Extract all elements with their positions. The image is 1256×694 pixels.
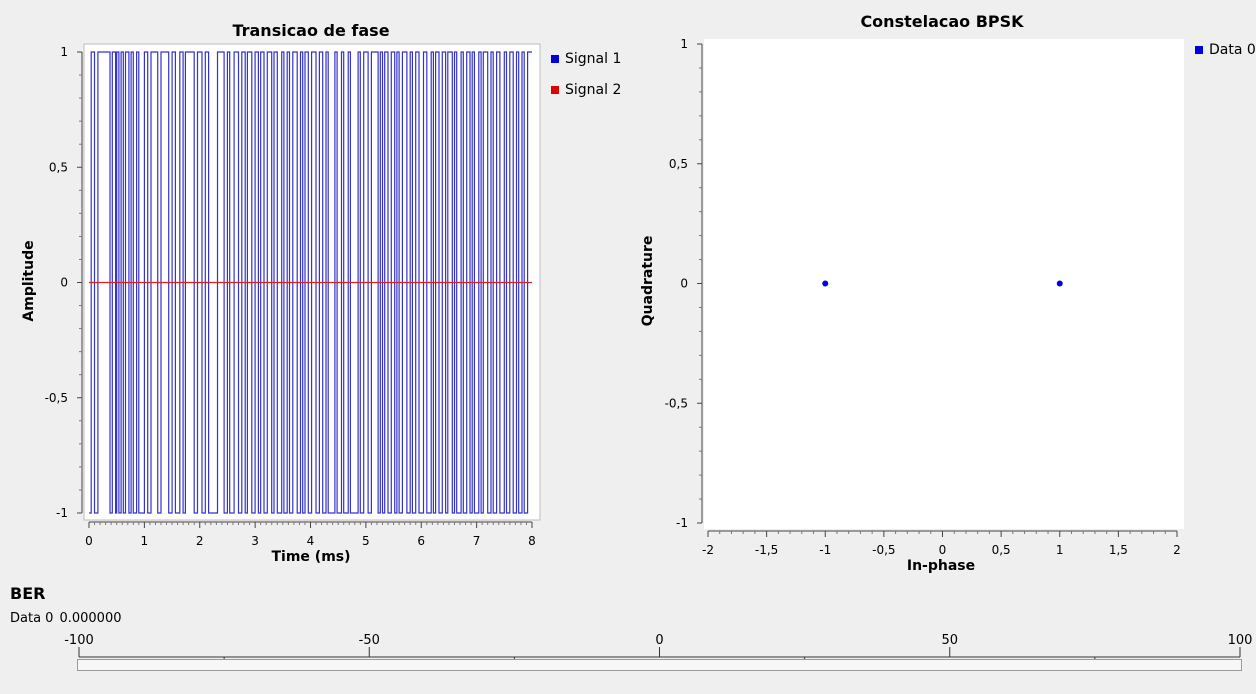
x-tick-label: 0 [939, 543, 947, 557]
x-tick-label: 2 [1173, 543, 1181, 557]
legend-label-signal-1: Signal 1 [565, 51, 622, 67]
time-plot-xlabel: Time (ms) [271, 549, 351, 565]
time-plot-title: Transicao de fase [232, 21, 390, 40]
ber-value: 0.000000 [59, 611, 122, 626]
y-tick-label: 0 [680, 277, 688, 291]
legend-signal-2[interactable]: Signal 2 [551, 82, 621, 98]
y-tick-label: -0,5 [665, 396, 688, 410]
x-tick-label: -0,5 [872, 543, 895, 557]
y-tick-label: 1 [680, 37, 688, 51]
legend-data-0[interactable]: Data 0 [1195, 42, 1256, 58]
y-tick-label: -1 [676, 516, 688, 530]
x-tick-label: 0 [85, 534, 93, 548]
y-tick-label: 0 [60, 276, 68, 290]
legend-swatch-data-0 [1195, 46, 1203, 54]
x-tick-label: 4 [307, 534, 315, 548]
x-tick-label: 8 [528, 534, 536, 548]
ber-series-label: Data 0 [10, 611, 54, 626]
x-tick-label: 1 [1056, 543, 1064, 557]
ber-readout: Data 0 0.000000 [10, 611, 127, 626]
y-tick-label: 1 [60, 45, 68, 59]
x-tick-label: 6 [417, 534, 425, 548]
constellation-xlabel: In-phase [906, 558, 976, 574]
ber-scale: -100 -50 0 50 100 [64, 633, 1253, 662]
x-tick-label: -1,5 [755, 543, 778, 557]
legend-swatch-signal-1 [551, 55, 559, 63]
time-plot-ylabel: Amplitude [21, 240, 37, 322]
constellation-point [1056, 280, 1063, 287]
x-tick-label: 2 [196, 534, 204, 548]
constellation-ylabel: Quadrature [640, 235, 656, 327]
constellation-title: Constelacao BPSK [860, 12, 1024, 31]
y-tick-label: 0,5 [669, 157, 688, 171]
time-plot-panel: Transicao de fase 1 0,5 0 -0,5 -1 0 1 2 3 4 5 6 7 8 T… [0, 0, 640, 580]
x-tick-label: 1 [141, 534, 149, 548]
constellation-point [822, 280, 829, 287]
time-plot-svg: 1 0,5 0 -0,5 -1 0 1 2 3 4 5 6 7 8 [45, 43, 541, 548]
x-tick-label: -1 [819, 543, 831, 557]
ber-bar [77, 659, 1242, 671]
legend-label-data-0: Data 0 [1209, 42, 1256, 58]
legend-label-signal-2: Signal 2 [565, 82, 622, 98]
ber-tick-label: 50 [941, 633, 958, 648]
ber-tick-label: -100 [64, 633, 94, 648]
y-tick-label: 0,5 [49, 160, 68, 174]
ber-title: BER [10, 584, 46, 603]
constellation-svg: 1 0,5 0 -0,5 -1 -2 -1,5 -1 -0,5 0 0,5 1 1,5 2 [665, 37, 1184, 557]
y-tick-label: -1 [56, 506, 68, 520]
ber-tick-label: -50 [359, 633, 380, 648]
x-tick-label: -2 [702, 543, 714, 557]
x-tick-label: 1,5 [1109, 543, 1128, 557]
legend-swatch-signal-2 [551, 86, 559, 94]
x-tick-label: 7 [473, 534, 481, 548]
y-tick-label: -0,5 [45, 391, 68, 405]
x-tick-label: 3 [251, 534, 259, 548]
x-tick-label: 0,5 [992, 543, 1011, 557]
constellation-panel: Constelacao BPSK 1 0,5 0 -0,5 -1 -2 -1,5 -1 -0,5… [630, 0, 1256, 580]
ber-tick-label: 100 [1228, 633, 1253, 648]
constellation-canvas [704, 39, 1184, 529]
x-tick-label: 5 [362, 534, 370, 548]
legend-signal-1[interactable]: Signal 1 [551, 51, 621, 67]
ber-tick-label: 0 [655, 633, 663, 648]
